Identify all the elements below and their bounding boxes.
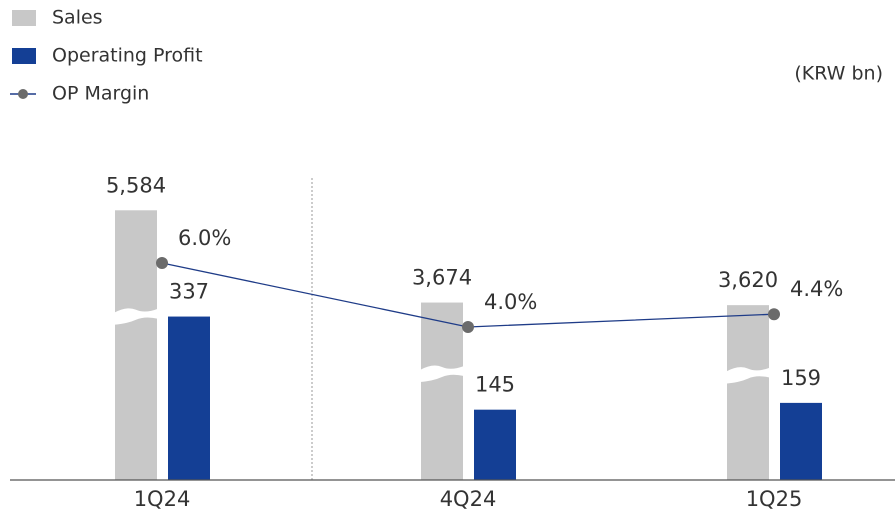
margin-label: 4.0% (484, 290, 537, 314)
legend-label: OP Margin (52, 83, 149, 105)
value-label: 3,674 (412, 266, 472, 290)
margin-point (156, 257, 168, 269)
margin-point (462, 321, 474, 333)
bar (474, 409, 516, 480)
x-tick-label: 1Q24 (134, 487, 191, 511)
value-label: 159 (781, 366, 821, 390)
bar (727, 305, 769, 480)
legend-swatch (12, 48, 36, 64)
legend-label: Operating Profit (52, 45, 203, 67)
unit-note: (KRW bn) (794, 63, 883, 85)
bar (780, 402, 822, 480)
margin-label: 6.0% (178, 226, 231, 250)
bar (421, 302, 463, 480)
value-label: 337 (169, 280, 209, 304)
bar (168, 316, 210, 480)
margin-point (768, 308, 780, 321)
axis-break (114, 308, 158, 325)
axis-break (420, 365, 464, 382)
axis-break (726, 367, 770, 384)
x-tick-label: 1Q25 (746, 487, 803, 511)
x-tick-label: 4Q24 (440, 487, 497, 511)
legend-marker (18, 89, 28, 99)
legend-swatch (12, 10, 36, 26)
margin-label: 4.4% (790, 277, 843, 301)
bar (115, 210, 157, 481)
value-label: 3,620 (718, 268, 778, 292)
value-label: 145 (475, 373, 515, 397)
value-label: 5,584 (106, 173, 166, 197)
legend-label: Sales (52, 7, 103, 29)
